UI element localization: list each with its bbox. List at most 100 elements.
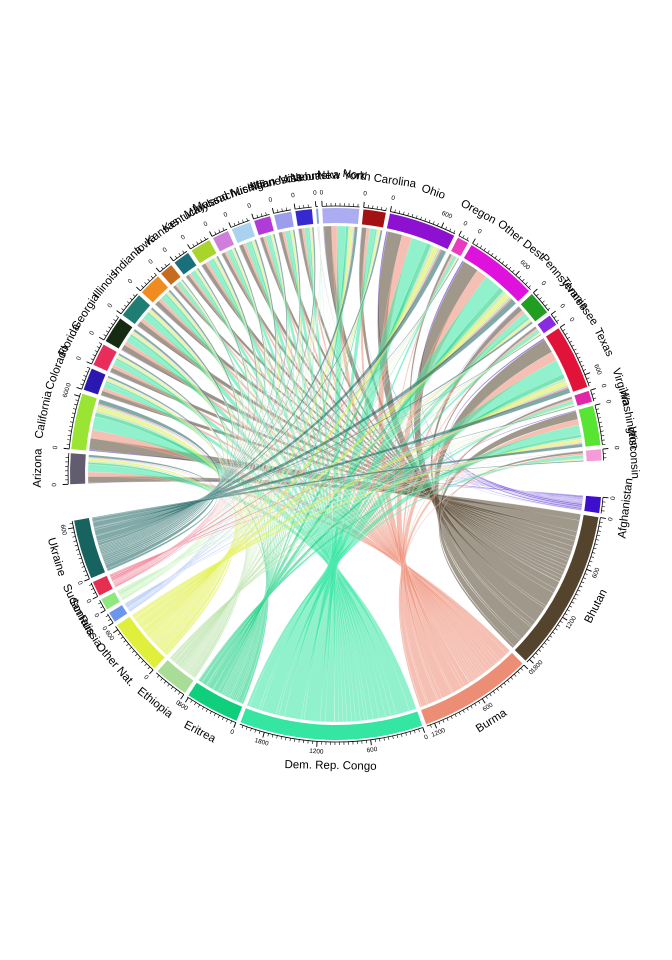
segment-arc-pennsylvania[interactable]: [520, 294, 548, 322]
ribbon-russia-oregon[interactable]: [125, 257, 459, 607]
segment-arc-bhutan[interactable]: [514, 514, 599, 661]
segment-arc-texas[interactable]: [545, 328, 588, 392]
segment-arc-ohio[interactable]: [386, 213, 455, 250]
segment-arc-washington[interactable]: [578, 405, 601, 447]
ribbon-russia-north-carolina[interactable]: [126, 229, 381, 608]
tick-label-dem-rep-congo-0: 0: [423, 733, 429, 741]
ribbon-sudan-ohio[interactable]: [111, 248, 442, 581]
tick-mark: [256, 214, 259, 218]
segment-arc-dem-rep-congo[interactable]: [240, 708, 423, 741]
tick-mark: [80, 561, 84, 564]
tick-mark: [81, 566, 85, 568]
tick-mark: [458, 230, 462, 237]
segment-arc-arizona[interactable]: [69, 453, 86, 485]
segment-arc-north-carolina[interactable]: [361, 209, 386, 228]
ribbon-somalia-pennsylvania[interactable]: [118, 320, 532, 594]
tick-mark: [167, 683, 170, 687]
segment-arc-indiana[interactable]: [141, 276, 169, 303]
tick-mark: [108, 618, 111, 621]
segment-arc-virginia[interactable]: [574, 390, 592, 406]
tick-mark: [512, 269, 515, 273]
ribbon-eritrea-wisconsin[interactable]: [198, 457, 584, 682]
segment-arc-kansas[interactable]: [174, 252, 197, 275]
tick-mark: [430, 724, 432, 728]
tick-mark: [63, 447, 70, 450]
tick-mark: [217, 715, 220, 719]
tick-mark: [98, 342, 102, 345]
segment-arc-eritrea[interactable]: [188, 682, 243, 721]
tick-mark: [70, 421, 74, 423]
segment-arc-other-nat[interactable]: [117, 616, 165, 669]
ribbon-russia-other-dest[interactable]: [125, 296, 511, 607]
segment-arc-wisconsin[interactable]: [585, 449, 602, 462]
segment-arc-florida[interactable]: [93, 344, 117, 371]
tick-mark: [554, 628, 558, 631]
segment-arc-oregon[interactable]: [451, 237, 468, 257]
ribbon-ukraine-arizona[interactable]: [88, 454, 218, 572]
segment-arc-iowa[interactable]: [161, 265, 181, 285]
segment-arc-new-york[interactable]: [322, 208, 360, 224]
segment-arc-colorado[interactable]: [83, 368, 106, 395]
tick-label-tennessee-0: 0: [558, 303, 566, 310]
segment-arc-illinois[interactable]: [122, 295, 151, 325]
tick-mark: [214, 231, 217, 235]
ribbon-dem-rep-congo-wisconsin[interactable]: [246, 454, 584, 707]
segment-arc-missouri[interactable]: [295, 209, 314, 226]
tick-mark: [246, 218, 248, 222]
tick-label-sudan-0: 0: [84, 598, 92, 605]
tick-mark: [472, 238, 476, 244]
segment-label-california: California: [33, 389, 55, 440]
segment-arc-tennessee[interactable]: [537, 315, 557, 334]
ribbon-somalia-texas[interactable]: [117, 385, 569, 593]
ribbon-sudan-other-dest[interactable]: [110, 298, 513, 580]
ribbon-russia-ohio[interactable]: [125, 247, 440, 608]
segment-arc-sudan[interactable]: [92, 575, 113, 596]
tick-mark: [161, 266, 164, 270]
tick-mark: [67, 527, 74, 530]
tick-mark: [553, 315, 557, 319]
ribbon-somalia-ohio[interactable]: [118, 248, 441, 596]
tick-mark: [100, 609, 106, 614]
ribbon-ethiopia-wisconsin[interactable]: [169, 458, 584, 659]
tick-mark: [192, 243, 195, 247]
segment-arc-maryland[interactable]: [212, 230, 235, 252]
segment-arc-nebraska[interactable]: [316, 208, 320, 224]
ribbon-ukraine-wisconsin[interactable]: [91, 460, 584, 519]
ribbon-sudan-texas[interactable]: [109, 386, 569, 578]
tick-mark: [489, 693, 492, 697]
axis-arc-texas: [559, 326, 590, 387]
tick-mark: [174, 689, 177, 692]
tick-mark: [590, 556, 594, 558]
ribbon-somalia-wisconsin[interactable]: [116, 459, 584, 592]
tick-label-iowa-0: 0: [147, 258, 155, 266]
segment-arc-georgia[interactable]: [105, 318, 133, 349]
segment-arc-other-dest[interactable]: [463, 245, 530, 302]
ribbon-other-nat-wisconsin[interactable]: [131, 458, 584, 616]
ribbon-somalia-washington[interactable]: [117, 442, 583, 592]
segment-arc-massachusetts[interactable]: [231, 222, 255, 244]
segment-arc-somalia[interactable]: [101, 592, 120, 610]
segment-arc-burma[interactable]: [421, 652, 523, 725]
tick-mark: [581, 581, 585, 584]
ribbon-sudan-oregon[interactable]: [111, 257, 459, 580]
ribbon-sudan-virginia[interactable]: [109, 405, 575, 576]
segment-arc-afghanistan[interactable]: [584, 495, 601, 514]
ribbon-russia-pennsylvania[interactable]: [125, 320, 532, 606]
segment-arc-russia[interactable]: [109, 605, 128, 622]
segment-arc-kentucky[interactable]: [191, 240, 217, 264]
tick-mark: [428, 219, 431, 223]
segment-arc-minnesota[interactable]: [274, 211, 294, 230]
tick-mark: [180, 694, 185, 700]
segment-arc-michigan[interactable]: [254, 216, 274, 236]
tick-mark: [88, 584, 92, 586]
tick-mark: [251, 213, 254, 220]
ribbon-sudan-wisconsin[interactable]: [109, 460, 584, 576]
axis-arc-eritrea: [187, 696, 236, 723]
tick-mark: [94, 350, 98, 353]
segment-arc-ethiopia[interactable]: [157, 660, 194, 693]
segment-arc-ukraine[interactable]: [74, 518, 106, 579]
segment-arc-california[interactable]: [71, 393, 97, 451]
tick-mark: [138, 657, 141, 660]
ribbon-sudan-washington[interactable]: [109, 442, 583, 576]
ribbon-russia-texas[interactable]: [124, 385, 569, 606]
